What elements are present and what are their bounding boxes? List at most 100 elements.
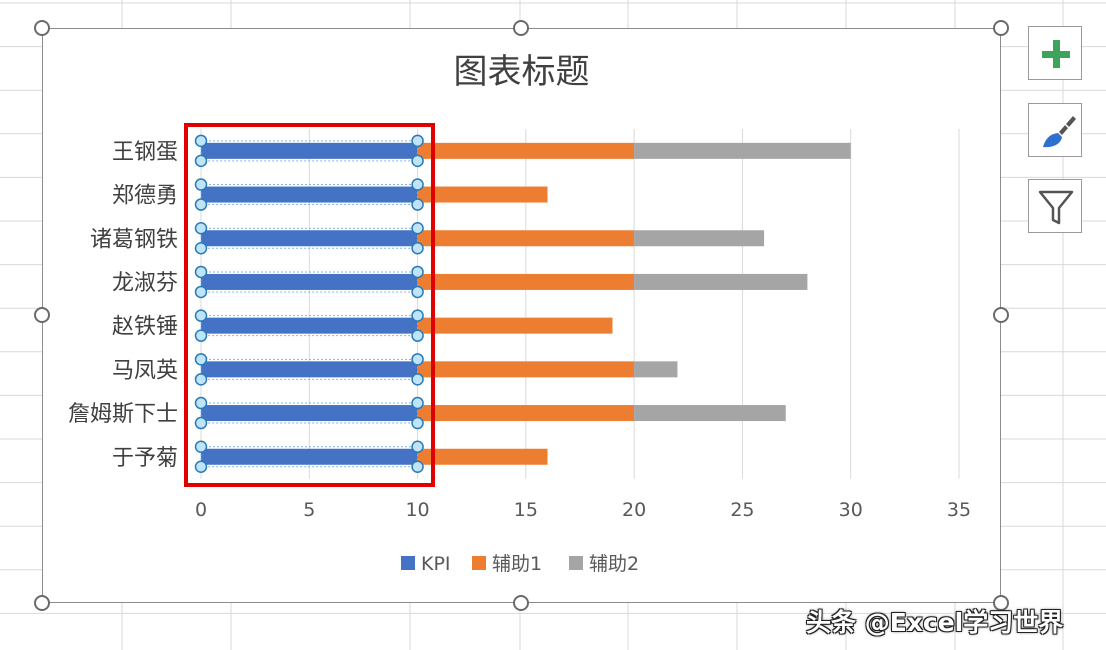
x-tick-label: 30 (839, 499, 863, 521)
resize-handle-top[interactable] (513, 20, 529, 36)
bar-selection-handle[interactable] (411, 396, 424, 410)
bar-selection-handle[interactable] (194, 285, 208, 299)
legend-label[interactable]: 辅助2 (589, 553, 639, 575)
category-label: 诸葛钢铁 (90, 227, 178, 252)
x-tick-label: 5 (303, 499, 315, 521)
chart-title[interactable]: 图表标题 (453, 52, 590, 92)
bar-aux1[interactable] (417, 273, 635, 290)
legend-label[interactable]: 辅助1 (492, 553, 542, 575)
category-label: 郑德勇 (112, 184, 178, 209)
bar-selection-handle[interactable] (411, 198, 424, 211)
brush-icon (1043, 116, 1076, 148)
bar-selection-handle[interactable] (194, 222, 208, 235)
selection-outline (200, 227, 419, 249)
selection-outline (200, 140, 419, 162)
category-label: 赵铁锤 (112, 315, 178, 340)
resize-handle-left[interactable] (34, 307, 50, 323)
category-label: 王钢蛋 (112, 140, 178, 165)
resize-handle-bottom-left[interactable] (34, 595, 50, 611)
x-tick-label: 15 (514, 499, 538, 521)
bar-selection-handle[interactable] (411, 329, 424, 342)
bar-aux2[interactable] (634, 230, 765, 247)
bar-kpi[interactable] (201, 448, 418, 465)
bar-selection-handle[interactable] (194, 178, 208, 191)
selection-outline (200, 358, 419, 380)
bar-selection-handle[interactable] (194, 242, 208, 255)
bar-selection-handle[interactable] (194, 154, 208, 168)
x-tick-label: 0 (195, 499, 207, 521)
bar-aux1[interactable] (417, 317, 613, 334)
bar-selection-handle[interactable] (411, 440, 424, 453)
bar-selection-handle[interactable] (194, 396, 208, 410)
selection-outline (200, 271, 419, 293)
bar-selection-handle[interactable] (411, 265, 424, 279)
legend-swatch[interactable] (401, 556, 415, 570)
x-tick-label: 25 (730, 499, 754, 521)
bar-aux1[interactable] (417, 230, 635, 247)
x-tick-label: 35 (947, 499, 971, 521)
watermark: 头条 @Excel学习世界 (806, 608, 1064, 637)
resize-handle-bottom[interactable] (513, 595, 529, 611)
bar-selection-handle[interactable] (411, 285, 424, 299)
legend-swatch[interactable] (569, 556, 583, 570)
chart-styles-button[interactable] (1028, 103, 1082, 157)
bar-aux1[interactable] (417, 405, 635, 422)
kpi-highlight-box (184, 123, 435, 487)
category-label: 于予菊 (112, 446, 178, 471)
bar-selection-handle[interactable] (194, 460, 208, 473)
bar-aux1[interactable] (417, 142, 635, 159)
bar-selection-handle[interactable] (411, 134, 424, 148)
filter-icon (1038, 190, 1074, 225)
chart-elements-button[interactable] (1028, 26, 1082, 80)
bar-selection-handle[interactable] (194, 353, 208, 366)
bar-selection-handle[interactable] (411, 309, 424, 322)
bar-selection-handle[interactable] (411, 416, 424, 430)
selection-outline (200, 315, 419, 337)
bar-aux2[interactable] (634, 405, 786, 422)
bar-selection-handle[interactable] (411, 373, 424, 386)
resize-handle-top-right[interactable] (993, 20, 1009, 36)
bar-selection-handle[interactable] (411, 222, 424, 235)
selection-outline (200, 446, 419, 468)
bar-kpi[interactable] (201, 142, 418, 159)
bar-selection-handle[interactable] (194, 309, 208, 322)
chart-filters-button[interactable] (1028, 179, 1082, 233)
bar-selection-handle[interactable] (411, 154, 424, 168)
bar-kpi[interactable] (201, 230, 418, 247)
bar-selection-handle[interactable] (411, 353, 424, 366)
bar-aux1[interactable] (417, 448, 548, 465)
bar-selection-handle[interactable] (194, 198, 208, 211)
bar-selection-handle[interactable] (411, 242, 424, 255)
resize-handle-bottom-right[interactable] (993, 595, 1009, 611)
plus-icon (1042, 40, 1070, 68)
category-label: 龙淑芬 (112, 271, 178, 296)
bar-selection-handle[interactable] (194, 373, 208, 386)
x-tick-label: 20 (622, 499, 646, 521)
bar-aux2[interactable] (634, 142, 851, 159)
bar-selection-handle[interactable] (411, 178, 424, 191)
bar-kpi[interactable] (201, 405, 418, 422)
bar-kpi[interactable] (201, 186, 418, 203)
bar-aux2[interactable] (634, 273, 808, 290)
selection-outline (200, 184, 419, 206)
bar-aux2[interactable] (634, 361, 678, 378)
bar-selection-handle[interactable] (194, 134, 208, 148)
bar-selection-handle[interactable] (194, 265, 208, 279)
bar-selection-handle[interactable] (411, 460, 424, 473)
bar-selection-handle[interactable] (194, 329, 208, 342)
bar-selection-handle[interactable] (194, 440, 208, 453)
category-label: 詹姆斯下士 (68, 402, 178, 427)
bar-kpi[interactable] (201, 273, 418, 290)
bar-selection-handle[interactable] (194, 416, 208, 430)
category-label: 马凤英 (112, 358, 178, 383)
resize-handle-top-left[interactable] (34, 20, 50, 36)
bar-kpi[interactable] (201, 361, 418, 378)
resize-handle-right[interactable] (993, 307, 1009, 323)
x-tick-label: 10 (405, 499, 429, 521)
bar-aux1[interactable] (417, 361, 635, 378)
bar-kpi[interactable] (201, 317, 418, 334)
legend-label[interactable]: KPI (421, 553, 451, 575)
legend-swatch[interactable] (472, 556, 486, 570)
bar-aux1[interactable] (417, 186, 548, 203)
